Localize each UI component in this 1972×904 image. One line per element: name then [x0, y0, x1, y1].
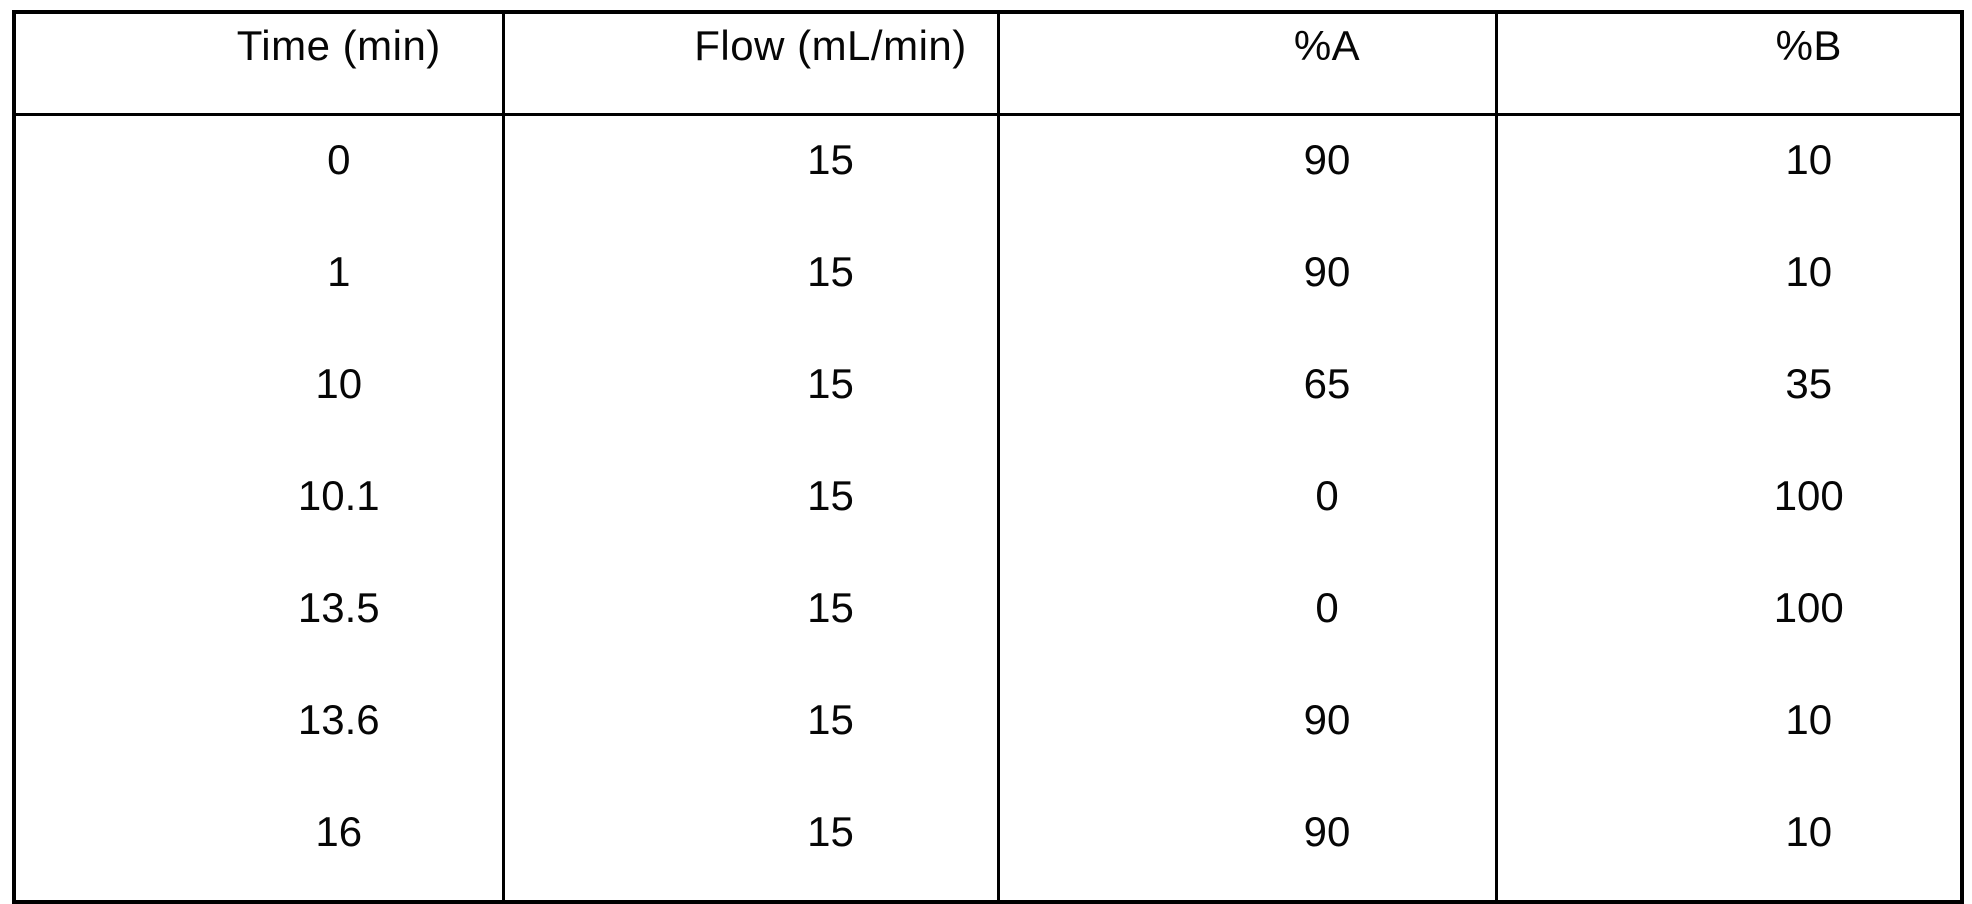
table-cell-time: 13.6 — [297, 696, 380, 743]
table-cell-time: 0 — [327, 136, 351, 183]
table-cell-flow: 15 — [501, 452, 998, 564]
table-cell-time: 13.5 — [297, 584, 380, 631]
table-cell-percent-a: 0 — [996, 564, 1496, 676]
table-cell-percent-b: 10 — [1494, 676, 1962, 788]
table-cell-flow: 15 — [501, 114, 998, 228]
table-cell-percent-b: 10 — [1494, 228, 1962, 340]
table-row: 10 15 65 35 — [14, 340, 1962, 452]
table-cell-time: 10.1 — [297, 472, 380, 519]
table-cell-percent-a: 90 — [996, 228, 1496, 340]
table-row: 1 15 90 10 — [14, 228, 1962, 340]
table-row: 10.1 15 0 100 — [14, 452, 1962, 564]
table-row: 13.6 15 90 10 — [14, 676, 1962, 788]
table-cell-percent-a: 90 — [996, 676, 1496, 788]
table-cell-time: 10 — [315, 360, 363, 407]
document-page: { "table": { "columns": ["Time (min)", "… — [12, 10, 1964, 904]
table-cell-percent-a: 65 — [996, 340, 1496, 452]
table-cell-time: 1 — [327, 248, 351, 295]
table-cell-percent-a: 90 — [996, 114, 1496, 228]
table-cell-flow: 15 — [501, 340, 998, 452]
table-cell-percent-b: 10 — [1494, 788, 1962, 902]
table-row: 0 15 90 10 — [14, 114, 1962, 228]
table-cell-percent-b: 35 — [1494, 340, 1962, 452]
gradient-program-table: Time (min) Flow (mL/min) %A %B 0 15 90 1… — [12, 10, 1964, 904]
table-cell-percent-a: 0 — [996, 452, 1496, 564]
table-cell-percent-a: 90 — [996, 788, 1496, 902]
header-row: Time (min) Flow (mL/min) %A %B — [14, 12, 1962, 116]
table-cell-flow: 15 — [501, 676, 998, 788]
table-cell-flow: 15 — [501, 788, 998, 902]
table-cell-flow: 15 — [501, 564, 998, 676]
col-header-percent-b: %B — [1494, 12, 1962, 116]
col-header-flow: Flow (mL/min) — [501, 12, 998, 116]
col-header-time: Time (min) — [14, 12, 503, 116]
col-header-percent-a: %A — [996, 12, 1496, 116]
table-row: 16 15 90 10 — [14, 788, 1962, 902]
table-cell-percent-b: 100 — [1494, 564, 1962, 676]
table-cell-time: 16 — [315, 808, 363, 855]
table-cell-percent-b: 100 — [1494, 452, 1962, 564]
table-cell-percent-b: 10 — [1494, 114, 1962, 228]
table-cell-flow: 15 — [501, 228, 998, 340]
table-row: 13.5 15 0 100 — [14, 564, 1962, 676]
